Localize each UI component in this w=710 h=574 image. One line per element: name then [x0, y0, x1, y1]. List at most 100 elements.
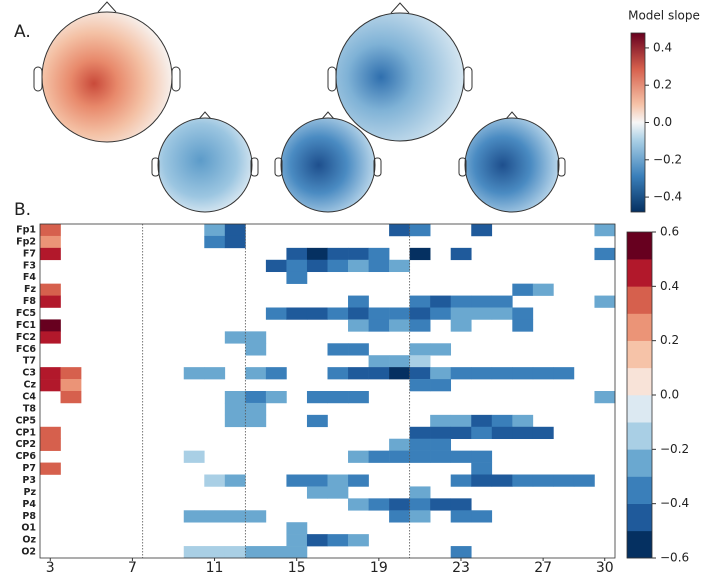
cell	[389, 319, 410, 332]
cell	[594, 391, 616, 404]
cell	[409, 224, 431, 237]
cell	[368, 247, 390, 261]
cell	[286, 534, 308, 547]
row-label: FC2	[16, 332, 36, 343]
cell	[471, 426, 493, 440]
cell	[430, 498, 452, 511]
cell	[450, 367, 472, 380]
cell	[430, 414, 452, 428]
row-label: CP2	[15, 439, 36, 450]
cell	[450, 498, 472, 511]
cell	[224, 331, 246, 344]
cell	[40, 426, 61, 440]
cell	[265, 367, 287, 380]
cell	[430, 367, 452, 380]
row-label: F4	[23, 272, 36, 283]
cell	[491, 414, 513, 428]
cell	[389, 259, 410, 273]
cell	[327, 367, 349, 380]
colorbar-tick-label: 0.0	[653, 115, 672, 129]
cell	[327, 343, 349, 356]
colorbar-band	[627, 503, 652, 532]
cell	[409, 486, 431, 499]
cell	[245, 414, 267, 428]
cell	[40, 295, 61, 308]
cell	[245, 343, 267, 356]
cell	[245, 331, 267, 344]
row-label: CP1	[15, 427, 36, 438]
topomap	[327, 2, 473, 142]
cell	[430, 379, 452, 392]
cell	[348, 450, 369, 463]
cell	[368, 259, 390, 273]
cell	[204, 546, 226, 559]
cell	[204, 235, 226, 249]
row-label: Fz	[24, 284, 36, 295]
cell	[245, 367, 267, 380]
colorbar-tick-label: −0.6	[660, 551, 689, 565]
cell	[306, 307, 328, 320]
cell	[224, 474, 246, 487]
cell	[245, 391, 267, 404]
cell	[409, 498, 431, 511]
cell	[471, 224, 493, 237]
cell	[60, 391, 82, 404]
cell	[348, 247, 369, 261]
cell	[553, 367, 575, 380]
cell	[368, 319, 390, 332]
cell	[450, 307, 472, 320]
cell	[368, 355, 390, 368]
cell	[532, 426, 554, 440]
row-label: Oz	[22, 535, 36, 546]
cell	[512, 307, 534, 320]
row-label: FC6	[16, 344, 36, 355]
cell	[60, 379, 82, 392]
cell	[450, 510, 472, 523]
cell	[409, 355, 431, 368]
row-label: T7	[23, 356, 36, 367]
cell	[40, 438, 61, 451]
cell	[204, 474, 226, 487]
cell	[450, 319, 472, 332]
colorbar-tick-label: −0.4	[660, 496, 689, 510]
cell	[430, 295, 452, 308]
cell	[450, 414, 472, 428]
cell	[409, 510, 431, 523]
cell	[40, 235, 61, 249]
colorbar-band	[627, 476, 652, 504]
cell	[286, 247, 308, 261]
cell	[245, 402, 267, 416]
cell	[389, 438, 410, 451]
x-tick-label: 30	[596, 560, 614, 574]
colorbar-band	[627, 286, 652, 314]
cell	[348, 343, 369, 356]
row-label: Fp2	[16, 236, 36, 247]
cell	[40, 319, 61, 332]
cell	[286, 522, 308, 535]
cell	[532, 367, 554, 380]
topomaps	[33, 1, 566, 213]
colorbar-tick-label: −0.2	[653, 152, 682, 166]
colorbar-band	[627, 395, 652, 423]
cell	[183, 510, 205, 523]
cell	[368, 307, 390, 320]
colorbar-band	[627, 340, 652, 369]
cell	[450, 474, 472, 487]
row-label: T8	[23, 403, 36, 414]
cell	[327, 486, 349, 499]
row-label: P4	[22, 499, 36, 510]
cell	[286, 546, 308, 559]
cell	[471, 414, 493, 428]
colorbar-tick-label: −0.4	[653, 190, 682, 204]
cell	[491, 307, 513, 320]
row-label: F8	[23, 296, 36, 307]
cell	[471, 462, 493, 475]
cell	[471, 295, 493, 308]
cell	[224, 391, 246, 404]
colorbar-band	[627, 449, 652, 477]
cell	[224, 224, 246, 237]
cell	[40, 367, 61, 380]
cell	[245, 510, 267, 523]
topomap	[33, 1, 181, 143]
